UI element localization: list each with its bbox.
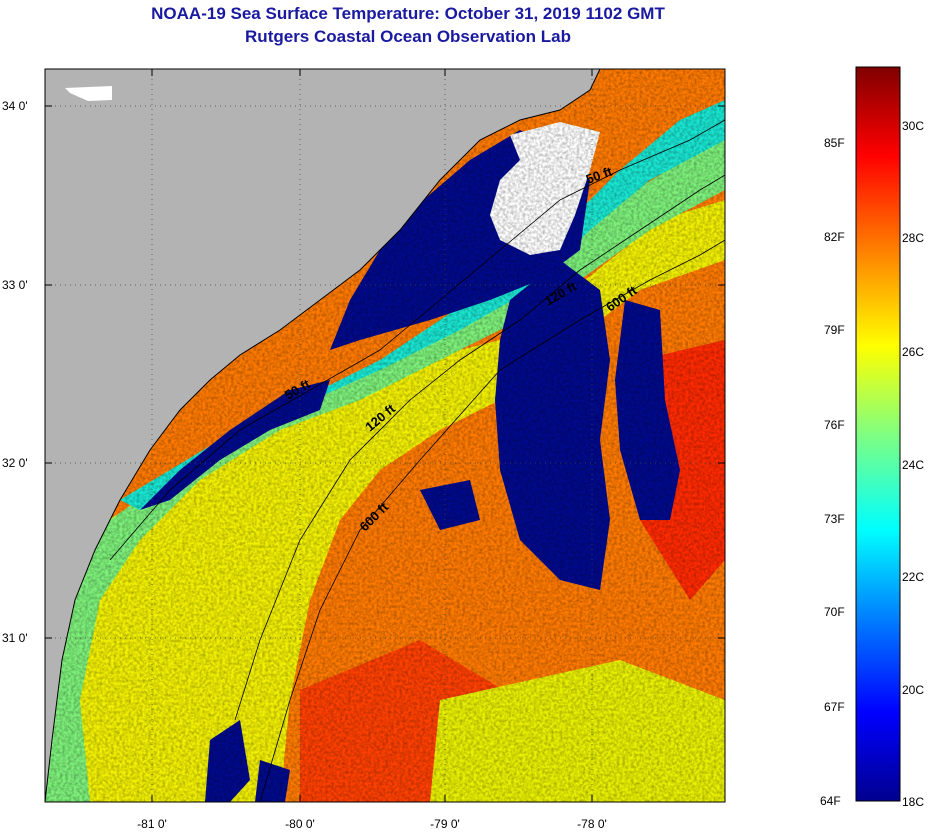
coastline bbox=[45, 69, 601, 802]
colorbar-label-f: 79F bbox=[824, 323, 845, 337]
colorbar bbox=[855, 66, 901, 802]
lat-label: 34 0' bbox=[2, 99, 28, 113]
map-subtitle: Rutgers Coastal Ocean Observation Lab bbox=[245, 27, 571, 46]
lat-label: 31 0' bbox=[2, 631, 28, 645]
lon-label: -81 0' bbox=[137, 817, 167, 831]
colorbar-label-f: 73F bbox=[824, 512, 845, 526]
colorbar-label-f: 67F bbox=[824, 700, 845, 714]
colorbar-label-c: 24C bbox=[902, 458, 924, 472]
colorbar-label-c: 30C bbox=[902, 119, 924, 133]
colorbar-label-c: 28C bbox=[902, 231, 924, 245]
colorbar-label-f: 82F bbox=[824, 230, 845, 244]
colorbar-label-f: 85F bbox=[824, 136, 845, 150]
colorbar-label-c: 22C bbox=[902, 570, 924, 584]
lon-label: -79 0' bbox=[430, 817, 460, 831]
colorbar-label-c: 26C bbox=[902, 345, 924, 359]
lon-label: -80 0' bbox=[285, 817, 315, 831]
lat-label: 33 0' bbox=[2, 278, 28, 292]
colorbar-label-c: 20C bbox=[902, 683, 924, 697]
isobath-120ft bbox=[234, 174, 725, 721]
colorbar-label-c: 18C bbox=[902, 795, 924, 809]
land bbox=[45, 69, 600, 802]
map-frame bbox=[44, 68, 726, 803]
isobath-50ft bbox=[109, 119, 725, 561]
axis-ticks bbox=[45, 69, 725, 802]
colorbar-label-f: 64F bbox=[820, 794, 841, 808]
lon-label: -78 0' bbox=[577, 817, 607, 831]
colorbar-label-f: 70F bbox=[824, 605, 845, 619]
isobath-600ft bbox=[259, 239, 725, 802]
lat-label: 32 0' bbox=[2, 456, 28, 470]
graticule bbox=[45, 69, 725, 802]
island bbox=[65, 86, 112, 101]
map-title: NOAA-19 Sea Surface Temperature: October… bbox=[151, 4, 665, 23]
colorbar-label-f: 76F bbox=[824, 418, 845, 432]
